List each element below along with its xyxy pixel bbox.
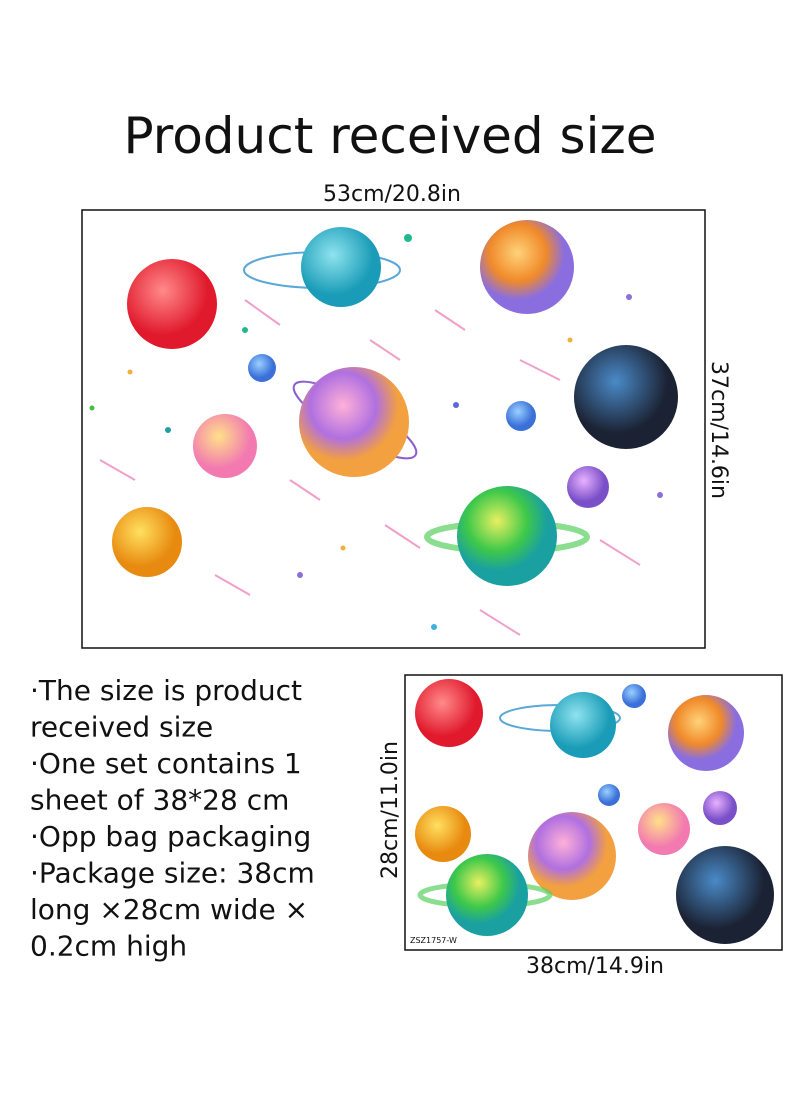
- planet: [528, 812, 616, 900]
- height-label: 37cm/14.6in: [706, 361, 731, 499]
- small-width-label: 38cm/14.9in: [526, 954, 664, 979]
- planet: [638, 803, 690, 855]
- planet: [299, 367, 409, 477]
- main-sheet: [81, 209, 706, 649]
- planet: [446, 854, 528, 936]
- detail-line: ·Package size: 38cm: [30, 857, 315, 890]
- planet: [668, 695, 744, 771]
- planet: [676, 846, 774, 944]
- detail-line: ·The size is product: [30, 674, 302, 707]
- small-sheet: ZSZ1757-W: [404, 674, 783, 951]
- planet: [550, 692, 616, 758]
- planet: [567, 466, 609, 508]
- streaks: [99, 299, 641, 636]
- product-code: ZSZ1757-W: [410, 936, 457, 945]
- planet: [622, 684, 646, 708]
- detail-line: long ×28cm wide ×: [30, 893, 308, 926]
- details: ·The size is product received size·One se…: [30, 674, 315, 963]
- planet: [415, 806, 471, 862]
- planet: [112, 507, 182, 577]
- small-height-label: 28cm/11.0in: [378, 741, 403, 879]
- title: Product received size: [123, 107, 656, 165]
- detail-line: received size: [30, 711, 213, 744]
- planet: [457, 486, 557, 586]
- detail-line: ·One set contains 1: [30, 747, 302, 780]
- planet: [480, 220, 574, 314]
- detail-line: sheet of 38*28 cm: [30, 784, 289, 817]
- detail-line: 0.2cm high: [30, 930, 187, 963]
- planet: [703, 791, 737, 825]
- stars: [89, 234, 663, 630]
- planet: [574, 345, 678, 449]
- planet: [415, 679, 483, 747]
- planet: [506, 401, 536, 431]
- detail-line: ·Opp bag packaging: [30, 820, 311, 853]
- planet: [193, 414, 257, 478]
- planet: [248, 354, 276, 382]
- width-label: 53cm/20.8in: [323, 182, 461, 207]
- planet: [598, 784, 620, 806]
- planet: [301, 227, 381, 307]
- planet: [127, 259, 217, 349]
